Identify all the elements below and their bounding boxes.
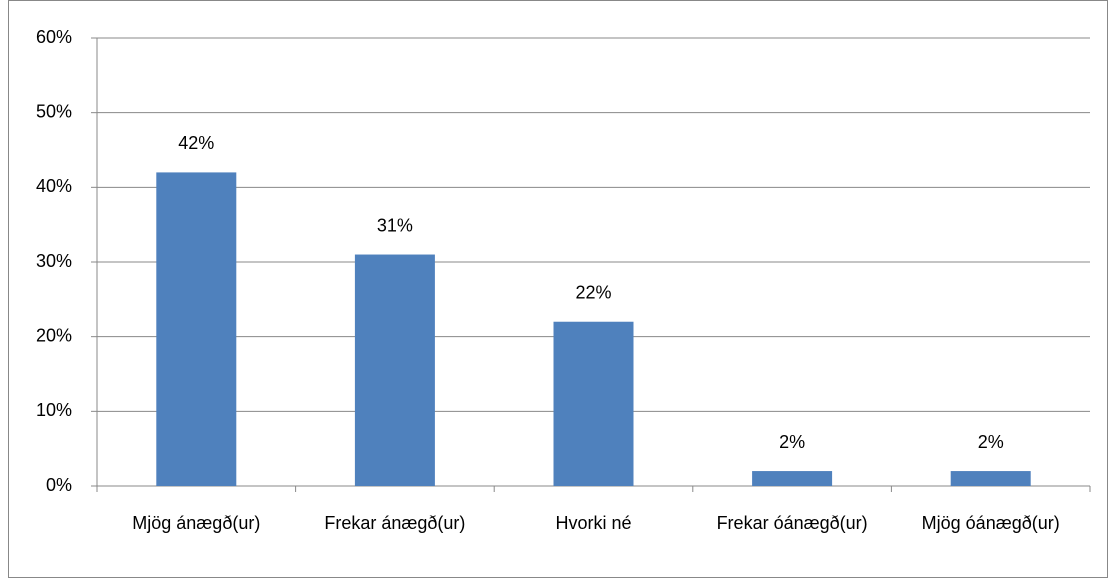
y-tick-label: 0%: [46, 475, 72, 495]
data-label: 2%: [779, 432, 805, 452]
bar: [553, 321, 634, 486]
bar: [752, 471, 833, 486]
y-tick-label: 40%: [36, 176, 72, 196]
data-label: 22%: [575, 282, 611, 302]
data-label: 42%: [178, 133, 214, 153]
x-tick-label: Mjög óánægð(ur): [922, 513, 1060, 533]
y-tick-label: 60%: [36, 27, 72, 47]
data-label: 2%: [978, 432, 1004, 452]
y-tick-label: 30%: [36, 251, 72, 271]
bar: [354, 254, 435, 486]
y-tick-label: 50%: [36, 101, 72, 121]
x-tick-label: Hvorki né: [555, 513, 631, 533]
bar: [156, 172, 237, 486]
x-tick-label: Frekar óánægð(ur): [717, 513, 868, 533]
y-tick-label: 10%: [36, 400, 72, 420]
data-label: 31%: [377, 215, 413, 235]
x-tick-label: Mjög ánægð(ur): [132, 513, 260, 533]
x-tick-label: Frekar ánægð(ur): [324, 513, 465, 533]
bar: [950, 471, 1031, 486]
y-tick-label: 20%: [36, 325, 72, 345]
